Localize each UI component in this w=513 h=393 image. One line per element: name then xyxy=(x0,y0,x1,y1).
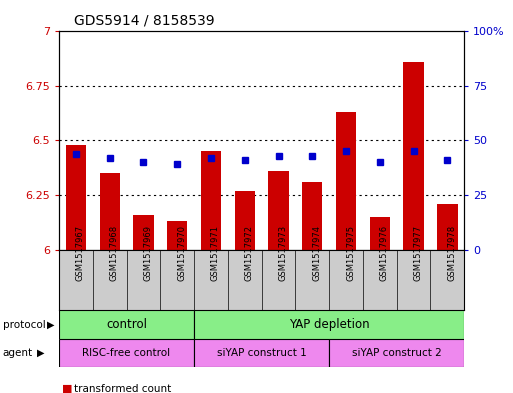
Bar xyxy=(194,339,329,367)
Text: ▶: ▶ xyxy=(37,348,45,358)
Bar xyxy=(403,62,424,250)
Bar xyxy=(133,215,153,250)
Bar xyxy=(437,204,458,250)
Text: GSM1517977: GSM1517977 xyxy=(413,224,423,281)
Bar xyxy=(167,221,187,250)
Bar xyxy=(329,339,464,367)
Bar xyxy=(59,339,194,367)
Text: control: control xyxy=(106,318,147,331)
Text: GSM1517967: GSM1517967 xyxy=(76,224,85,281)
Bar xyxy=(201,151,221,250)
Text: siYAP construct 1: siYAP construct 1 xyxy=(217,348,306,358)
Text: GSM1517968: GSM1517968 xyxy=(110,224,119,281)
Text: GSM1517971: GSM1517971 xyxy=(211,225,220,281)
Bar xyxy=(66,145,86,250)
Bar xyxy=(59,310,194,339)
Text: agent: agent xyxy=(3,348,33,358)
Text: GSM1517969: GSM1517969 xyxy=(144,225,152,281)
Text: RISC-free control: RISC-free control xyxy=(83,348,171,358)
Text: transformed count: transformed count xyxy=(74,384,172,393)
Text: GSM1517976: GSM1517976 xyxy=(380,224,389,281)
Text: GSM1517970: GSM1517970 xyxy=(177,225,186,281)
Text: YAP depletion: YAP depletion xyxy=(289,318,369,331)
Text: GDS5914 / 8158539: GDS5914 / 8158539 xyxy=(74,14,215,28)
Bar xyxy=(336,112,356,250)
Text: ▶: ▶ xyxy=(47,320,55,330)
Bar xyxy=(268,171,289,250)
Text: GSM1517973: GSM1517973 xyxy=(279,224,287,281)
Text: ■: ■ xyxy=(62,384,72,393)
Text: GSM1517974: GSM1517974 xyxy=(312,225,321,281)
Bar xyxy=(234,191,255,250)
Text: siYAP construct 2: siYAP construct 2 xyxy=(352,348,442,358)
Text: GSM1517975: GSM1517975 xyxy=(346,225,355,281)
Text: GSM1517972: GSM1517972 xyxy=(245,225,254,281)
Bar xyxy=(100,173,120,250)
Bar xyxy=(302,182,322,250)
Bar xyxy=(194,310,464,339)
Text: protocol: protocol xyxy=(3,320,45,330)
Bar xyxy=(370,217,390,250)
Text: GSM1517978: GSM1517978 xyxy=(447,224,457,281)
